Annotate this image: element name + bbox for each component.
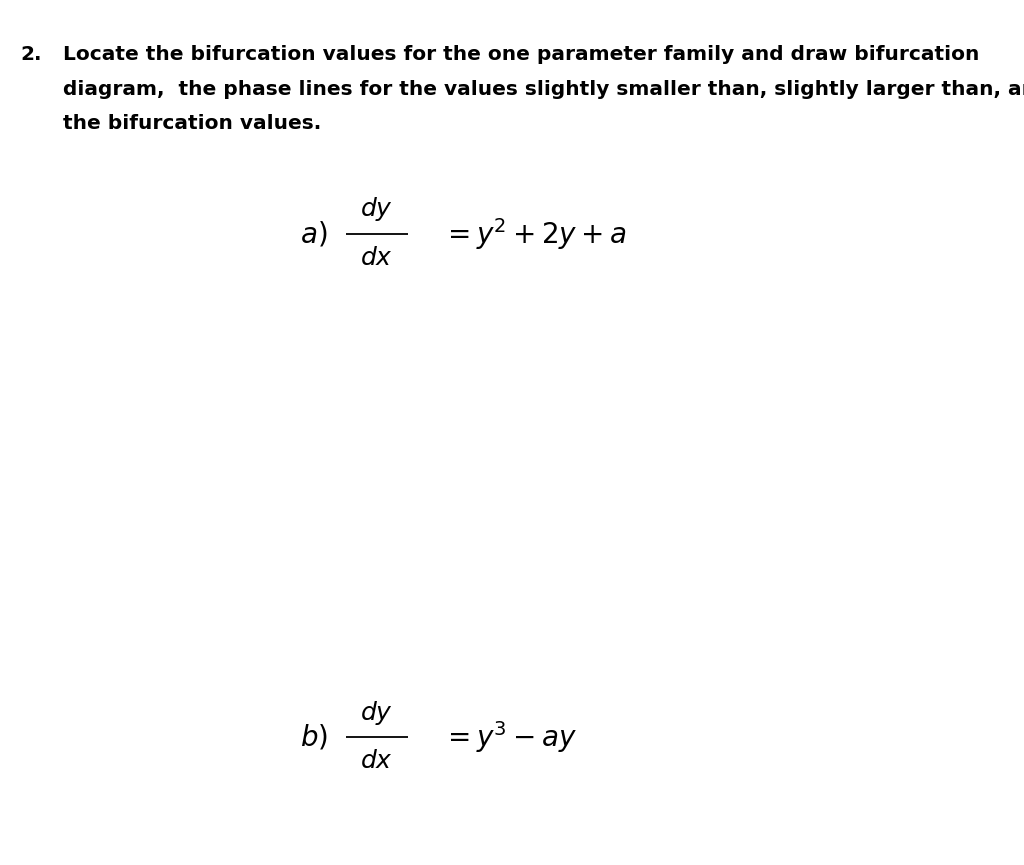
Text: $= y^2 + 2y + a$: $= y^2 + 2y + a$: [442, 215, 627, 252]
Text: 2.: 2.: [20, 45, 42, 64]
Text: $dx$: $dx$: [360, 246, 393, 270]
Text: $dx$: $dx$: [360, 749, 393, 773]
Text: the bifurcation values.: the bifurcation values.: [63, 114, 322, 133]
Text: $b)$: $b)$: [300, 722, 328, 752]
Text: $dy$: $dy$: [360, 195, 393, 223]
Text: $dy$: $dy$: [360, 699, 393, 727]
Text: $= y^3 - ay$: $= y^3 - ay$: [442, 719, 578, 755]
Text: $a)$: $a)$: [300, 219, 328, 248]
Text: Locate the bifurcation values for the one parameter family and draw bifurcation: Locate the bifurcation values for the on…: [63, 45, 980, 64]
Text: diagram,  the phase lines for the values slightly smaller than, slightly larger : diagram, the phase lines for the values …: [63, 80, 1024, 99]
